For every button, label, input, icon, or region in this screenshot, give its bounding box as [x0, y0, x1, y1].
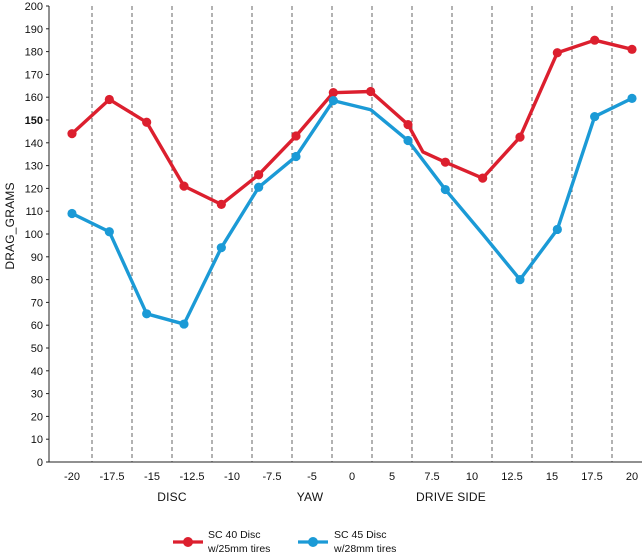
y-tick-label: 60 [31, 320, 43, 332]
x-tick-labels: -20 -17.5 -15 -12.5 -10 -7.5 -5 0 5 7.5 10 12.5 15 17… [64, 471, 638, 483]
series-line-sc45 [70, 96, 634, 326]
data-point-sc40 [142, 117, 152, 127]
data-point-sc45 [179, 319, 189, 329]
x-tick-label: 10 [466, 471, 478, 483]
x-tick-label: -20 [64, 471, 80, 483]
data-point-sc40 [328, 88, 338, 98]
x-tick-label: -17.5 [99, 471, 124, 483]
data-point-sc40 [216, 199, 226, 209]
y-tick-label: 140 [25, 138, 43, 150]
data-point-sc45 [627, 93, 637, 103]
data-point-sc40 [254, 170, 264, 180]
data-point-sc45 [254, 182, 264, 192]
y-tick-label: 130 [25, 161, 43, 173]
vertical-grid [91, 6, 613, 462]
y-tick-label: 90 [31, 252, 43, 264]
legend-label-sc45-line1: SC 45 Disc [334, 529, 387, 541]
data-point-sc40 [67, 129, 77, 139]
data-point-sc45 [142, 309, 152, 319]
x-tick-label: 7.5 [424, 471, 439, 483]
data-point-sc45 [552, 224, 562, 235]
y-tick-label: 150 [25, 115, 43, 127]
x-tick-label: -15 [144, 471, 160, 483]
data-point-sc45 [328, 96, 338, 106]
y-tick-label: 50 [31, 343, 43, 355]
y-tick-label: 170 [25, 69, 43, 81]
y-tick-labels: 0 10 20 30 40 50 60 70 80 90 100 110 120 130 140 150 160… [25, 1, 49, 469]
x-tick-label: -5 [307, 471, 317, 483]
x-group-label-disc: DISC [157, 490, 187, 504]
y-tick-label: 100 [25, 229, 43, 241]
x-tick-label: 12.5 [501, 471, 522, 483]
y-tick-label: 10 [31, 434, 43, 446]
data-point-sc45 [403, 135, 413, 146]
x-tick-label: 17.5 [581, 471, 602, 483]
x-tick-label: 0 [349, 471, 355, 483]
data-point-sc45 [590, 111, 600, 122]
y-tick-label: 160 [25, 92, 43, 104]
data-point-sc40 [179, 181, 189, 191]
legend-item-sc40: SC 40 Disc w/25mm tires [173, 529, 270, 555]
legend-label-sc40-line1: SC 40 Disc [208, 529, 261, 541]
data-point-sc45 [440, 184, 450, 195]
x-tick-label: -10 [224, 471, 240, 483]
x-group-label-drive-side: DRIVE SIDE [416, 490, 486, 504]
y-tick-label: 20 [31, 411, 43, 423]
legend: SC 40 Disc w/25mm tires SC 45 Disc w/28m… [173, 529, 396, 555]
y-tick-label: 0 [37, 457, 43, 469]
series-line-sc40 [70, 38, 634, 207]
y-tick-label: 190 [25, 24, 43, 36]
data-point-sc40 [104, 94, 114, 105]
data-point-sc45 [67, 208, 77, 219]
data-point-sc40 [291, 131, 301, 141]
y-tick-label: 110 [25, 206, 43, 218]
y-tick-label: 200 [25, 1, 43, 13]
series-lines [67, 35, 637, 329]
data-point-sc40 [478, 173, 488, 183]
legend-swatch-marker-sc40 [183, 537, 193, 547]
data-point-sc40 [440, 157, 450, 167]
y-tick-label: 120 [25, 183, 43, 195]
y-tick-label: 180 [25, 47, 43, 59]
data-point-sc40 [403, 119, 413, 130]
data-point-sc45 [515, 275, 525, 285]
data-point-sc45 [104, 227, 114, 237]
data-point-sc40 [590, 35, 600, 45]
x-tick-label: 20 [626, 471, 638, 483]
x-group-labels: DISC YAW DRIVE SIDE [157, 490, 486, 504]
y-tick-label: 30 [31, 389, 43, 401]
x-tick-label: -12.5 [179, 471, 204, 483]
legend-label-sc40-line2: w/25mm tires [207, 543, 270, 555]
x-group-label-yaw: YAW [297, 490, 324, 504]
data-point-sc40 [515, 132, 525, 142]
data-point-sc45 [216, 243, 226, 253]
data-point-sc40 [366, 86, 376, 97]
legend-item-sc45: SC 45 Disc w/28mm tires [298, 529, 396, 555]
x-tick-label: 15 [546, 471, 558, 483]
y-tick-label: 80 [31, 275, 43, 287]
data-point-sc40 [552, 48, 562, 58]
x-tick-label: 5 [389, 471, 395, 483]
y-axis-title: DRAG_GRAMS [3, 182, 17, 269]
x-tick-label: -7.5 [263, 471, 282, 483]
y-tick-label: 40 [31, 366, 43, 378]
y-tick-label: 70 [31, 297, 43, 309]
data-point-sc40 [627, 44, 637, 54]
legend-label-sc45-line2: w/28mm tires [333, 543, 396, 555]
legend-swatch-marker-sc45 [308, 537, 318, 547]
data-point-sc45 [291, 151, 301, 162]
